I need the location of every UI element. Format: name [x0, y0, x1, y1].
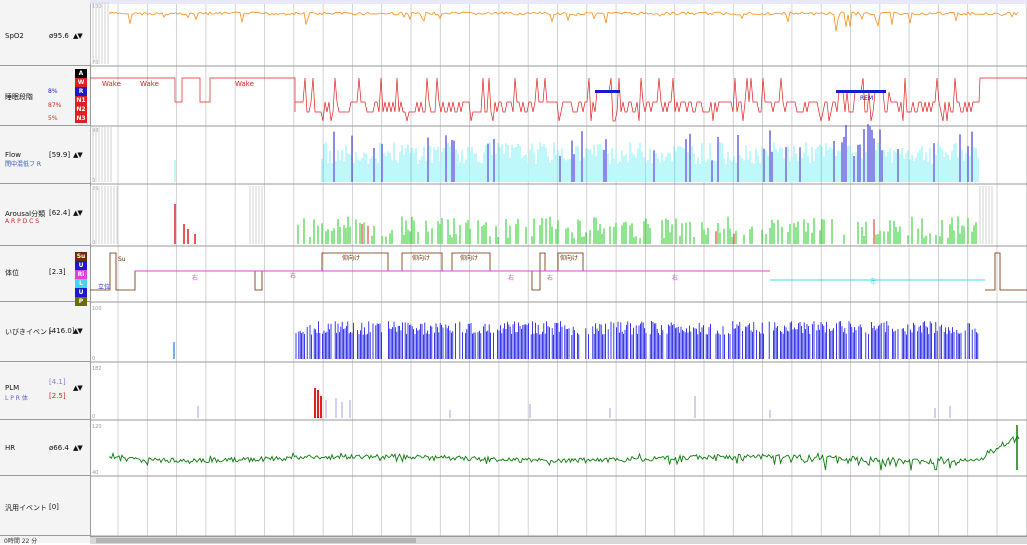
lane-name: HR: [5, 444, 16, 452]
scale-tick: 100: [92, 306, 102, 312]
position-label: 仰向け: [460, 254, 478, 262]
lane-name: PLM: [5, 384, 20, 392]
position-label: 右: [672, 274, 678, 282]
lane-name: 体位: [5, 269, 19, 277]
position-label: 仰向け: [412, 254, 430, 262]
flow-legend: 閉中混低フ R: [5, 161, 42, 168]
rem-block: [595, 90, 620, 93]
position-label: Su: [118, 256, 126, 263]
scale-tick: 0: [92, 240, 95, 246]
position-label: 左: [870, 277, 876, 285]
stage-label-wake: Wake: [140, 80, 159, 88]
rem-block: [836, 90, 886, 93]
lane-value: ø95.6: [49, 32, 69, 40]
scale-tick: 120: [92, 424, 102, 430]
position-label: 右: [290, 272, 296, 280]
rem-percent: 8%: [48, 88, 58, 95]
signal-plot-area[interactable]: 100 70 98 0 25 0 100 0 182 0 120 40 Wake Wake Wake REM S…: [90, 0, 1027, 543]
lane-value: [416.0]: [49, 327, 75, 335]
horizontal-scrollbar[interactable]: [90, 536, 1027, 544]
scale-arrows-icon[interactable]: ▲▼: [73, 32, 83, 40]
stage-label-rem: REM: [860, 95, 873, 102]
legend-code: N2: [75, 105, 87, 114]
legend-code: Ri: [75, 270, 87, 279]
duration-label: 0時間 22 分: [4, 538, 38, 545]
scale-tick: 70: [92, 60, 98, 66]
legend-code: W: [75, 78, 87, 87]
legend-code: L: [75, 279, 87, 288]
position-label: 右: [547, 274, 553, 282]
scale-arrows-icon[interactable]: ▲▼: [73, 209, 83, 217]
lane-name: いびきイベント: [5, 328, 54, 336]
channel-label-column: SpO2 ø95.6 ▲▼ 睡眠段階 8% 87% 5% A W R N1 N2 N3 F…: [0, 0, 91, 545]
lane-label-position[interactable]: 体位 [2.3] Su U Ri L U P: [0, 246, 90, 306]
hypnogram-trace: [90, 77, 1027, 122]
position-label: 右: [508, 274, 514, 282]
time-ruler: [90, 0, 1027, 4]
legend-code: Su: [75, 252, 87, 261]
lane-name: 汎用イベント: [5, 504, 47, 512]
lane-label-sleep-stage[interactable]: 睡眠段階 8% 87% 5% A W R N1 N2 N3: [0, 66, 90, 126]
scale-tick: 98: [92, 128, 98, 134]
scale-tick: 0: [92, 356, 95, 362]
scale-tick: 25: [92, 186, 98, 192]
legend-code: A: [75, 69, 87, 78]
scale-tick: 0: [92, 414, 95, 420]
plm-value-b: [2.5]: [49, 392, 66, 400]
position-trace: [985, 252, 1027, 291]
legend-code: N1: [75, 96, 87, 105]
lane-label-hr[interactable]: HR ø66.4 ▲▼: [0, 420, 90, 476]
legend-code: P: [75, 297, 87, 306]
scale-tick: 40: [92, 470, 98, 476]
position-label: 右: [192, 274, 198, 282]
scale-tick: 100: [92, 4, 102, 10]
position-legend: Su U Ri L U P: [75, 252, 87, 306]
lane-label-snore[interactable]: いびきイベント [416.0] ▲▼: [0, 302, 90, 362]
plm-value-a: [4.1]: [49, 378, 66, 386]
lane-value: [0]: [49, 503, 59, 511]
signal-plot[interactable]: 100 70 98 0 25 0 100 0 182 0 120 40 Wake Wake Wake REM S…: [90, 0, 1027, 536]
position-label: 仰向け: [560, 254, 578, 262]
scale-arrows-icon[interactable]: ▲▼: [73, 327, 83, 335]
lane-value: ø66.4: [49, 444, 69, 452]
lane-label-flow[interactable]: Flow [59.9] ▲▼ 閉中混低フ R: [0, 126, 90, 184]
legend-code: U: [75, 288, 87, 297]
stage-label-wake: Wake: [235, 80, 254, 88]
scale-tick: 0: [92, 178, 95, 184]
stage-label-wake: Wake: [102, 80, 121, 88]
scale-tick: 182: [92, 366, 102, 372]
position-label: 立位: [98, 283, 110, 291]
lane-label-general-event[interactable]: 汎用イベント [0]: [0, 476, 90, 536]
lane-name: Arousal分類: [5, 210, 46, 218]
lane-label-arousal[interactable]: Arousal分類 [62.4] ▲▼ A R P D C S: [0, 184, 90, 246]
lane-label-spo2[interactable]: SpO2 ø95.6 ▲▼: [0, 0, 90, 66]
lane-value: [2.3]: [49, 268, 66, 276]
spo2-trace: [109, 11, 1019, 32]
legend-code: N3: [75, 114, 87, 123]
scale-arrows-icon[interactable]: ▲▼: [73, 151, 83, 159]
legend-code: U: [75, 261, 87, 270]
stage-legend: A W R N1 N2 N3: [75, 69, 87, 123]
n1-percent: 87%: [48, 102, 62, 109]
lane-value: [59.9]: [49, 151, 71, 159]
position-label: 仰向け: [342, 254, 360, 262]
scale-arrows-icon[interactable]: ▲▼: [73, 384, 83, 392]
lane-name: 睡眠段階: [5, 93, 33, 101]
lane-name: SpO2: [5, 32, 24, 40]
position-trace: [90, 252, 770, 291]
lane-label-plm[interactable]: PLM [4.1] [2.5] ▲▼ L P R 体: [0, 362, 90, 420]
legend-code: R: [75, 87, 87, 96]
n3-percent: 5%: [48, 115, 58, 122]
hr-trace: [109, 435, 1020, 471]
scrollbar-thumb[interactable]: [96, 538, 416, 543]
lane-name: Flow: [5, 151, 21, 159]
scale-arrows-icon[interactable]: ▲▼: [73, 444, 83, 452]
arousal-legend: A R P D C S: [5, 218, 40, 225]
plm-legend: L P R 体: [5, 395, 28, 402]
lane-value: [62.4]: [49, 209, 71, 217]
